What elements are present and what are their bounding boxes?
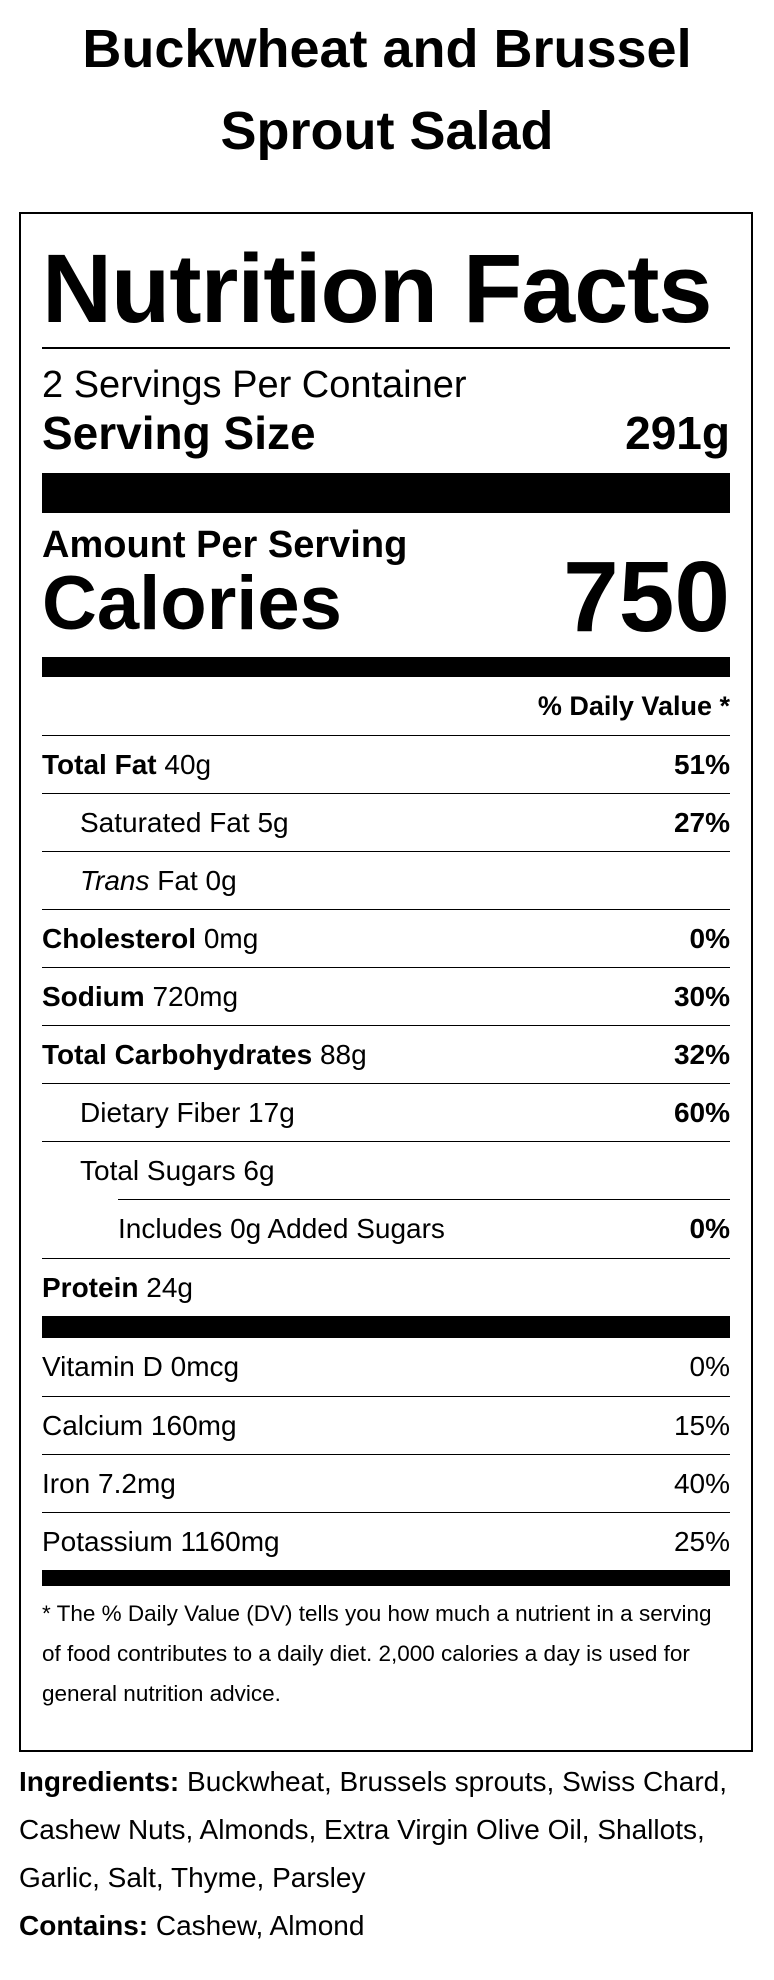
vitamin-row-iron: Iron 7.2mg 40% — [42, 1454, 730, 1512]
vitamin-name: Potassium — [42, 1525, 173, 1557]
vitamin-label: Potassium 1160mg — [42, 1526, 280, 1558]
vitamin-dv: 0% — [689, 1351, 730, 1382]
vitamin-dv: 15% — [673, 1409, 730, 1441]
nutrient-dv: 30% — [673, 980, 730, 1012]
nutrient-row-dietary-fiber: Dietary Fiber 17g 60% — [42, 1083, 730, 1141]
serving-size-row: Serving Size 291g — [42, 407, 730, 459]
nutrition-facts-heading: Nutrition Facts — [42, 234, 712, 343]
vitamin-dv: 40% — [673, 1467, 730, 1499]
nutrient-amount: 0mg — [203, 922, 259, 954]
nutrient-name: Cholesterol — [42, 922, 197, 954]
vitamin-amount: 160mg — [150, 1409, 237, 1441]
vitamin-row-potassium: Potassium 1160mg 25% — [42, 1512, 730, 1570]
nutrient-row-sodium: Sodium 720mg 30% — [42, 967, 730, 1025]
heavy-divider — [42, 1316, 730, 1338]
nutrient-dv: 27% — [673, 806, 730, 838]
nutrient-label: Protein 24g — [42, 1272, 193, 1304]
ingredients-section: Ingredients: Buckwheat, Brussels sprouts… — [19, 1758, 759, 1950]
recipe-title: Buckwheat and Brussel Sprout Salad — [82, 19, 692, 161]
vitamin-dv: 25% — [673, 1525, 730, 1557]
vitamin-row-vitamin-d: Vitamin D 0mcg 0% — [42, 1338, 730, 1396]
nutrient-label: Total Fat 40g — [42, 749, 211, 781]
nutrient-name: Includes 0g Added Sugars — [118, 1213, 445, 1244]
nutrient-row-saturated-fat: Saturated Fat 5g 27% — [42, 793, 730, 851]
nutrient-label: Trans Fat 0g — [80, 865, 237, 897]
serving-size-label: Serving Size — [42, 407, 316, 459]
nutrient-name: Fat — [157, 864, 198, 896]
nutrient-label: Cholesterol 0mg — [42, 923, 258, 955]
nutrient-row-trans-fat: Trans Fat 0g — [42, 851, 730, 909]
nutrient-dv: 0% — [689, 1213, 730, 1244]
calories-label: Calories — [42, 561, 342, 646]
nutrient-dv: 0% — [689, 922, 730, 954]
calories-left: Amount Per Serving Calories — [42, 525, 407, 643]
nutrient-dv: 60% — [673, 1096, 730, 1128]
nutrient-dv: 51% — [673, 748, 730, 780]
nutrient-name: Total Carbohydrates — [42, 1038, 313, 1070]
vitamin-amount: 1160mg — [180, 1525, 280, 1557]
contains-line: Contains: Cashew, Almond — [19, 1902, 759, 1950]
servings-per-container: 2 Servings Per Container — [42, 364, 467, 406]
medium-divider — [42, 657, 730, 677]
nutrient-amount: 24g — [146, 1271, 193, 1303]
calories-value: 750 — [563, 541, 730, 653]
vitamin-amount: 0mcg — [170, 1351, 240, 1382]
nutrient-label: Total Carbohydrates 88g — [42, 1039, 367, 1071]
nutrient-row-cholesterol: Cholesterol 0mg 0% — [42, 909, 730, 967]
nutrient-name: Protein — [42, 1271, 139, 1303]
amount-per-serving: Amount Per Serving — [42, 524, 408, 566]
ingredients-text: Buckwheat, Brussels sprouts, Swiss Chard… — [19, 1766, 727, 1893]
nutrient-name: Total Fat — [42, 748, 157, 780]
vitamin-name: Calcium — [42, 1409, 144, 1441]
nutrient-name: Total Sugars — [80, 1154, 236, 1186]
thick-divider — [42, 473, 730, 513]
nutrient-label: Dietary Fiber 17g — [80, 1097, 295, 1129]
nutrient-row-total-carbohydrates: Total Carbohydrates 88g 32% — [42, 1025, 730, 1083]
contains-label: Contains: — [19, 1910, 149, 1941]
nutrient-amount: 0g — [205, 864, 237, 896]
vitamin-label: Vitamin D 0mcg — [42, 1351, 239, 1383]
nutrient-label: Includes 0g Added Sugars — [118, 1213, 445, 1245]
nutrient-name: Saturated Fat — [80, 806, 250, 838]
footnote-divider — [42, 1570, 730, 1586]
ingredients-label: Ingredients: — [19, 1766, 180, 1797]
contains-text: Cashew, Almond — [155, 1910, 365, 1941]
nutrient-row-added-sugars: Includes 0g Added Sugars 0% — [42, 1200, 730, 1258]
nutrient-amount: 720mg — [152, 980, 239, 1012]
nutrient-amount: 5g — [257, 806, 289, 838]
daily-value-header: % Daily Value * — [537, 691, 730, 721]
nutrient-amount: 88g — [319, 1038, 367, 1070]
added-sugars-divider — [118, 1199, 730, 1200]
nutrient-dv: 32% — [673, 1038, 730, 1070]
divider — [42, 347, 730, 349]
nutrient-amount: 6g — [243, 1154, 275, 1186]
nutrient-amount: 40g — [164, 748, 212, 780]
nutrient-name: Dietary Fiber — [80, 1096, 241, 1128]
nutrient-label: Total Sugars 6g — [80, 1155, 275, 1187]
serving-size-value: 291g — [625, 407, 730, 459]
label-inner: Nutrition Facts 2 Servings Per Container… — [42, 214, 730, 1714]
nutrient-name: Sodium — [42, 980, 145, 1012]
vitamin-name: Iron — [42, 1467, 91, 1499]
ingredients-line: Ingredients: Buckwheat, Brussels sprouts… — [19, 1758, 759, 1902]
nutrient-name-italic: Trans — [80, 864, 150, 896]
vitamin-amount: 7.2mg — [98, 1467, 176, 1499]
nutrient-label: Saturated Fat 5g — [80, 807, 289, 839]
nutrient-label: Sodium 720mg — [42, 981, 238, 1013]
vitamin-name: Vitamin D — [42, 1351, 163, 1382]
nutrient-row-total-sugars: Total Sugars 6g — [42, 1141, 730, 1199]
vitamin-label: Iron 7.2mg — [42, 1468, 176, 1500]
daily-value-footnote: * The % Daily Value (DV) tells you how m… — [42, 1601, 712, 1706]
nutrition-facts-label: Nutrition Facts 2 Servings Per Container… — [19, 212, 753, 1752]
nutrient-row-protein: Protein 24g — [42, 1258, 730, 1316]
calories-block: Amount Per Serving Calories 750 — [42, 525, 730, 653]
vitamin-label: Calcium 160mg — [42, 1410, 237, 1442]
nutrient-row-total-fat: Total Fat 40g 51% — [42, 735, 730, 793]
nutrient-amount: 17g — [248, 1096, 295, 1128]
vitamin-row-calcium: Calcium 160mg 15% — [42, 1396, 730, 1454]
